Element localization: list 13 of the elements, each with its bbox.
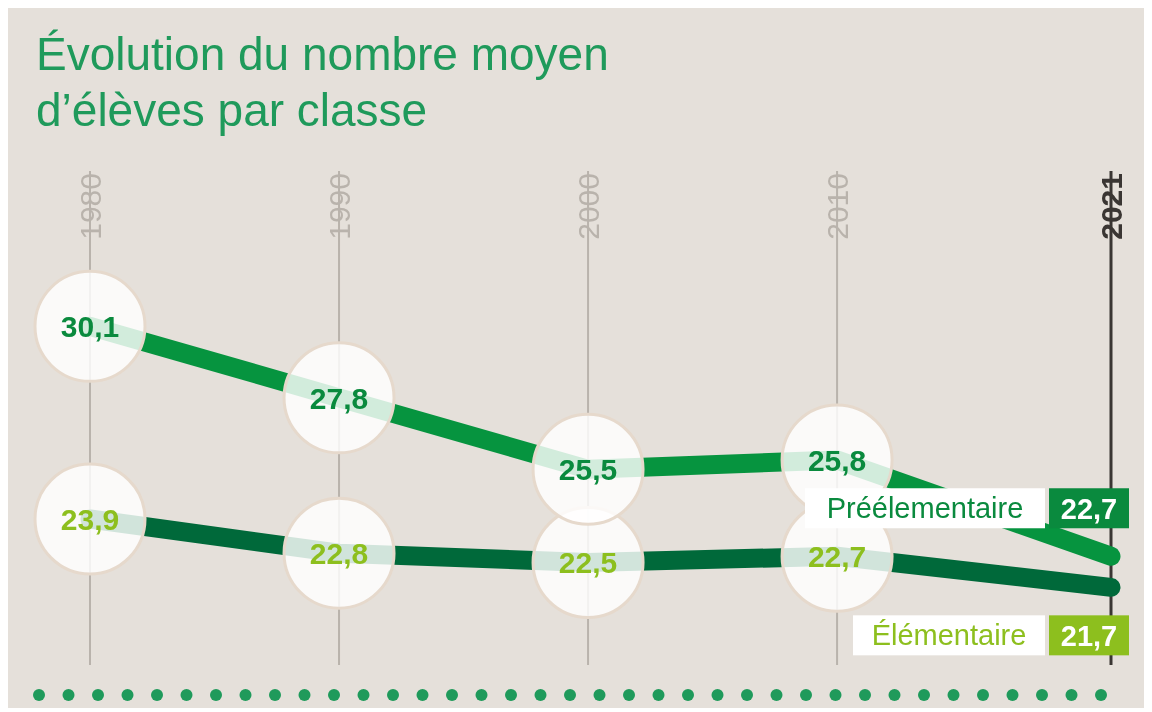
data-label: 22,8 bbox=[309, 537, 369, 571]
legend-label: Préélementaire bbox=[826, 492, 1024, 525]
data-label: 22,5 bbox=[558, 546, 618, 580]
data-label: 25,8 bbox=[807, 443, 867, 477]
data-label: 30,1 bbox=[60, 310, 120, 344]
chart-title: Évolution du nombre moyen d’élèves par classe bbox=[36, 27, 610, 138]
data-label: 22,7 bbox=[807, 540, 867, 574]
data-label: 27,8 bbox=[309, 381, 369, 415]
data-label: 21,7 bbox=[1060, 620, 1118, 653]
series-label: Élémentaire bbox=[871, 619, 1027, 652]
data-label: 25,5 bbox=[558, 453, 618, 487]
data-label: 22,7 bbox=[1060, 493, 1118, 526]
data-label: 23,9 bbox=[60, 502, 120, 536]
